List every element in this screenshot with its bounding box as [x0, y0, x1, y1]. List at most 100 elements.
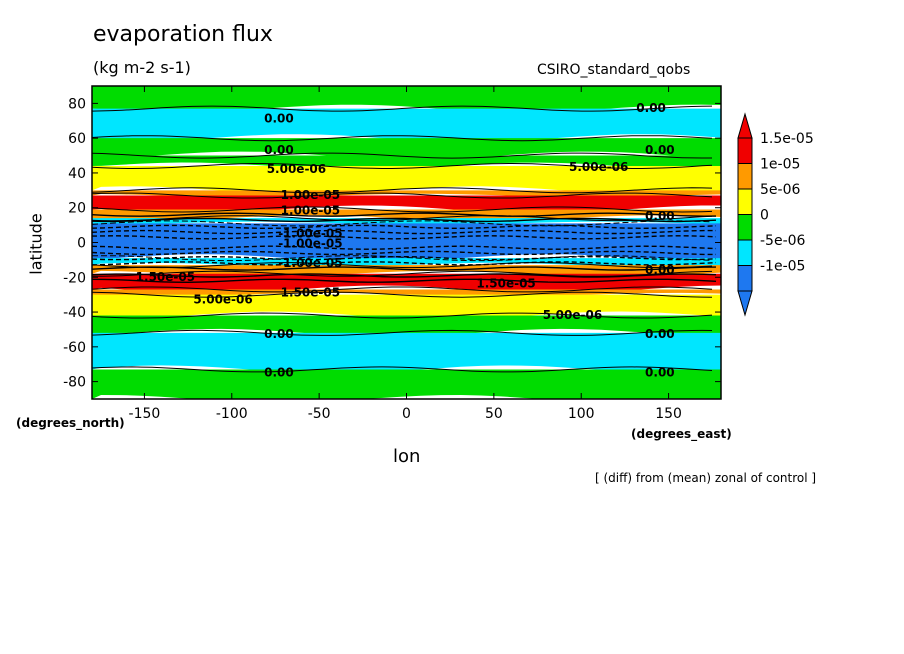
y-tick-label: -20	[63, 270, 86, 286]
contour-line-6	[92, 192, 713, 199]
contour-line-7	[92, 206, 713, 213]
x-axis-ticks: -150 -100 -50 0 50 100 150	[129, 86, 682, 422]
contour-label: 0.00	[264, 327, 294, 341]
contour-band-2	[92, 138, 721, 160]
x-tick-label: 0	[402, 406, 411, 422]
contour-line-14	[92, 291, 713, 298]
contour-label: 0.00	[645, 365, 675, 379]
x-tick-label: -100	[216, 406, 248, 422]
y-tick-label: 40	[68, 166, 86, 182]
contour-band-4	[92, 165, 721, 195]
colorbar: 1.5e-05 1e-05 5e-06 0 -5e-06 -1e-05	[737, 112, 814, 317]
contour-line-2	[92, 135, 713, 142]
colorbar-segment-pos_5	[737, 188, 753, 215]
x-axis-label: lon	[393, 446, 421, 467]
colorbar-extend-top	[737, 112, 753, 139]
contour-label: 0.00	[645, 209, 675, 223]
x-tick-label: 100	[568, 406, 595, 422]
contour-line-13	[92, 286, 713, 293]
chart-units: (kg m-2 s-1)	[93, 58, 191, 77]
contour-label: 0.00	[645, 327, 675, 341]
contour-label: 5.00e-06	[267, 162, 326, 176]
contour-line-15	[92, 312, 713, 319]
y-tick-label: 60	[68, 131, 86, 147]
tropical-contour-11	[92, 278, 717, 284]
contour-line-3	[92, 152, 712, 159]
y-tick-label: 0	[77, 236, 86, 252]
colorbar-extend-bottom	[737, 290, 753, 317]
contour-band-3	[92, 155, 721, 170]
contour-label: 0.00	[264, 365, 294, 379]
contour-band-9	[92, 223, 721, 263]
y-axis-label: latitude	[26, 213, 46, 275]
contour-line-1	[92, 105, 713, 112]
y-tick-label: -80	[63, 375, 86, 391]
x-tick-label: 150	[655, 406, 682, 422]
contour-label: 0.00	[645, 143, 675, 157]
tropical-contour-0	[92, 212, 717, 217]
contour-band-12	[92, 273, 721, 294]
chart-title: evaporation flux	[93, 22, 273, 47]
contour-band-0	[92, 86, 721, 113]
contour-band-14	[92, 294, 721, 320]
colorbar-label: -5e-06	[760, 233, 806, 249]
contour-label: 1.50e-05	[281, 285, 340, 299]
colorbar-segment-zero	[737, 214, 753, 241]
contour-label: -1.00e-05	[278, 256, 342, 270]
colorbar-label: 1e-05	[760, 157, 800, 173]
contour-line-16	[92, 329, 713, 336]
contour-label: 5.00e-06	[193, 292, 252, 306]
contour-line-8	[92, 215, 713, 222]
colorbar-label: 1.5e-05	[760, 131, 814, 147]
tropical-contour-2	[92, 224, 717, 230]
x-axis-unit: (degrees_east)	[631, 427, 732, 441]
x-tick-label: 50	[485, 406, 503, 422]
tropical-contour-7	[92, 255, 717, 261]
contour-label: 0.00	[264, 112, 294, 126]
contour-line-17	[92, 366, 713, 373]
tropical-contour-3	[92, 229, 716, 235]
contour-label: -1.00e-05	[278, 226, 342, 240]
contour-label: 5.00e-06	[569, 160, 628, 174]
contour-line-9	[92, 220, 713, 227]
colorbar-segment-pos_10	[737, 163, 753, 190]
contour-label: 0.00	[645, 263, 675, 277]
contour-band-15	[92, 315, 721, 337]
y-tick-label: -40	[63, 305, 86, 321]
tropical-contour-1	[92, 217, 717, 223]
contour-line-4	[92, 162, 713, 170]
colorbar-label: 5e-06	[760, 182, 800, 198]
contour-label: 0.00	[636, 101, 666, 115]
y-tick-label: -60	[63, 340, 86, 356]
contour-label: 1.00e-05	[281, 188, 340, 202]
footer-note: [ (diff) from (mean) zonal of control ]	[595, 471, 817, 485]
tropical-contour-6	[92, 250, 716, 256]
tropical-contour-4	[92, 235, 717, 240]
contour-label: 1.00e-05	[281, 204, 340, 218]
x-tick-label: -150	[129, 406, 161, 422]
dataset-label: CSIRO_standard_qobs	[537, 62, 691, 78]
tropical-contour-8	[92, 261, 717, 266]
contour-line-11	[92, 262, 713, 269]
contour-line-10	[92, 255, 713, 262]
y-axis-ticks: -80 -60 -40 -20 0 20 40 60 80	[63, 96, 721, 391]
colorbar-segment-neg_10	[737, 265, 753, 292]
y-axis-unit: (degrees_north)	[16, 416, 125, 430]
contour-line-12	[92, 270, 713, 277]
contour-line-5	[92, 187, 713, 194]
contour-label: 1.50e-05	[136, 270, 195, 284]
filled-contour-bands	[92, 86, 721, 399]
contour-band-16	[92, 332, 721, 374]
tropical-contour-5	[92, 245, 717, 250]
x-tick-label: -50	[308, 406, 331, 422]
contour-labels: 0.00 0.00 0.00 0.00 5.00e-06 5.00e-06 1.00e-05…	[136, 101, 675, 379]
contour-lines	[92, 105, 717, 373]
colorbar-label: 0	[760, 208, 769, 224]
contour-label: 5.00e-06	[543, 308, 602, 322]
y-tick-label: 80	[68, 96, 86, 112]
contour-band-1	[92, 108, 721, 143]
colorbar-segment-neg_5	[737, 239, 753, 266]
contour-label: 0.00	[264, 143, 294, 157]
contour-label: 1.50e-05	[476, 277, 535, 291]
